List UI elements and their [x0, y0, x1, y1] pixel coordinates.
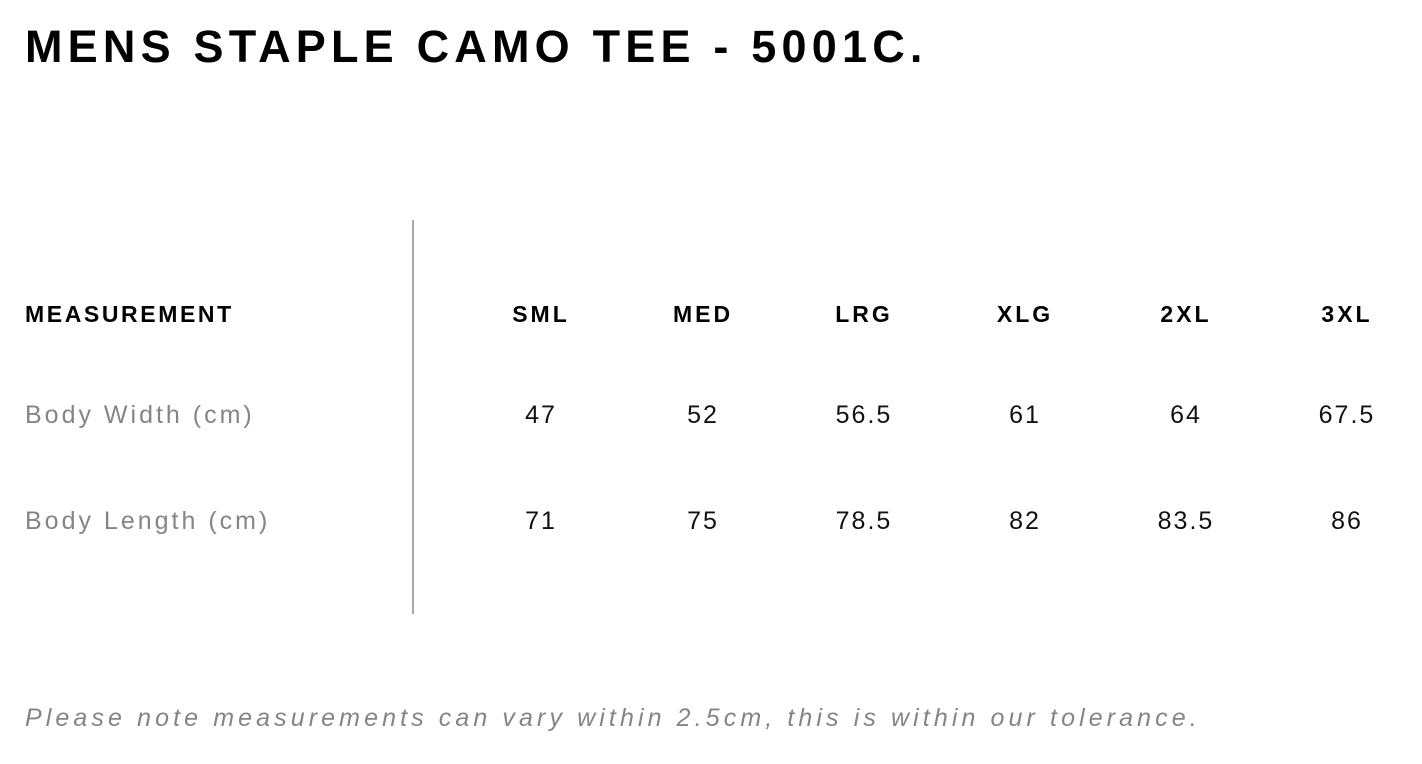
- table-cell: 86: [1331, 507, 1363, 535]
- size-header-xlg: XLG: [996, 301, 1054, 327]
- size-header-med: MED: [672, 301, 734, 327]
- column-divider: [412, 220, 414, 614]
- table-cell: 82: [1009, 507, 1041, 535]
- table-cell: 61: [1009, 401, 1041, 429]
- table-cell: 78.5: [835, 507, 893, 535]
- table-cell: 83.5: [1157, 507, 1215, 535]
- size-header-3xl: 3XL: [1321, 301, 1373, 327]
- measurement-header: MEASUREMENT: [25, 301, 234, 327]
- table-cell: 64: [1170, 401, 1202, 429]
- row-label-body-length: Body Length (cm): [25, 507, 271, 535]
- table-cell: 71: [525, 507, 557, 535]
- table-cell: 52: [687, 401, 719, 429]
- page-title: MENS STAPLE CAMO TEE - 5001C.: [25, 21, 928, 72]
- row-label-body-width: Body Width (cm): [25, 401, 255, 429]
- table-cell: 56.5: [835, 401, 893, 429]
- table-cell: 47: [525, 401, 557, 429]
- size-header-lrg: LRG: [835, 301, 893, 327]
- tolerance-note: Please note measurements can vary within…: [25, 704, 1201, 732]
- size-header-sml: SML: [512, 301, 570, 327]
- size-header-2xl: 2XL: [1160, 301, 1212, 327]
- table-cell: 75: [687, 507, 719, 535]
- table-cell: 67.5: [1318, 401, 1376, 429]
